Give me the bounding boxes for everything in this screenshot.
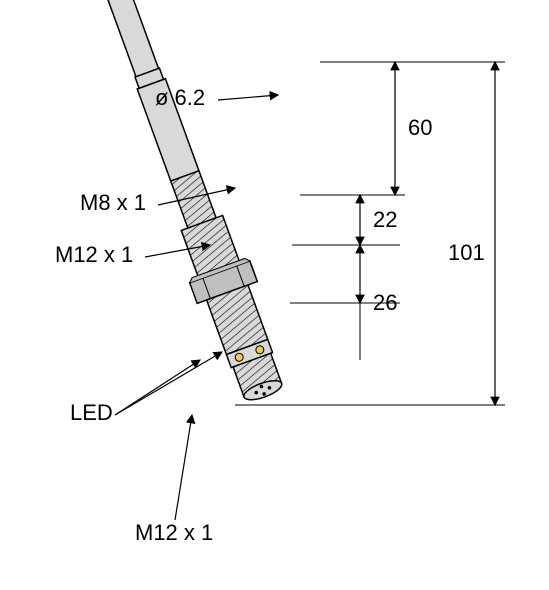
- label-m12-thread: M12 x 1: [55, 242, 133, 267]
- m8-thread: [171, 171, 216, 228]
- cable: [96, 0, 160, 79]
- label-m8-thread: M8 x 1: [80, 190, 146, 215]
- dim-60: 60: [408, 115, 432, 140]
- dim-26: 26: [373, 290, 397, 315]
- leader-led-1: [115, 360, 200, 415]
- sensor-dimensional-drawing: ø 6.2 M8 x 1 M12 x 1 LED M12 x 1 60 22 2…: [0, 0, 549, 590]
- label-led: LED: [70, 400, 113, 425]
- label-m12-connector: M12 x 1: [135, 520, 213, 545]
- label-diameter: ø 6.2: [155, 85, 205, 110]
- leader-led-2: [115, 352, 222, 415]
- dim-22: 22: [373, 207, 397, 232]
- leader-m12-connector: [175, 415, 192, 520]
- dim-101: 101: [448, 240, 485, 265]
- leader-diameter: [218, 95, 278, 100]
